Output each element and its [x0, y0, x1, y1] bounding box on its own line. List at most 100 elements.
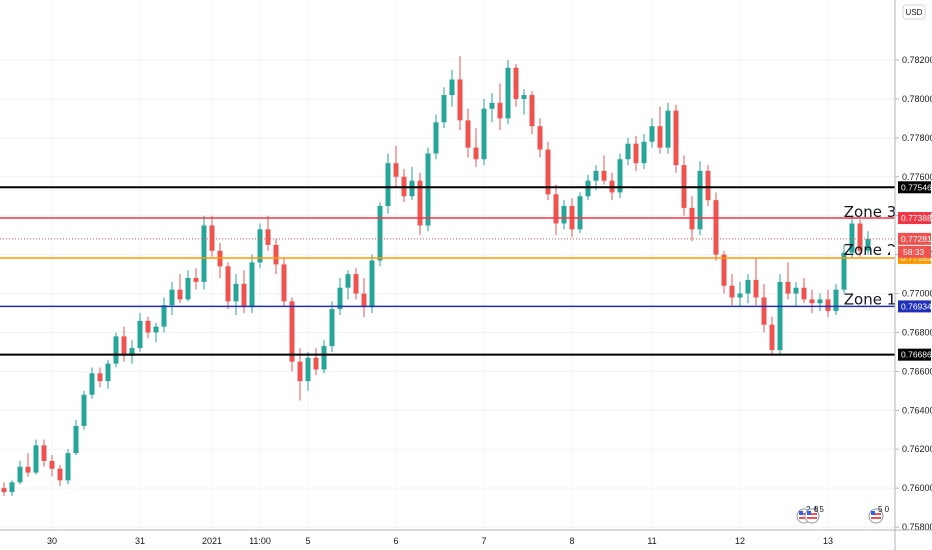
currency-label: USD	[906, 8, 923, 17]
candle-body	[73, 425, 79, 454]
y-tick-label: 0.76800	[902, 327, 932, 337]
candle	[817, 293, 823, 312]
horizontal-levels[interactable]	[0, 186, 895, 356]
candle	[321, 340, 327, 374]
candle-body	[185, 277, 191, 300]
candle-body	[841, 252, 847, 290]
candle-body	[721, 254, 727, 286]
level-price-tag-text: 0.77388	[901, 213, 932, 223]
candle-body	[153, 326, 159, 333]
candle	[105, 359, 111, 389]
candle-body	[41, 445, 47, 461]
candle-body	[161, 305, 167, 327]
candle	[521, 89, 527, 115]
price-axis[interactable]: 0.782000.780000.778000.776000.774000.772…	[894, 0, 932, 550]
candle-body	[193, 277, 199, 282]
x-tick-label: 7	[481, 536, 486, 546]
candle-body	[601, 170, 607, 181]
candle	[825, 289, 831, 317]
economic-event-markers[interactable]: 2 4 585 0	[796, 505, 890, 524]
candle	[169, 281, 175, 315]
candle	[737, 281, 743, 308]
flag-stripe	[871, 517, 881, 519]
level-price-tag: 0.77388	[898, 212, 932, 225]
zone-label: Zone 1	[844, 290, 897, 308]
candle-body	[833, 289, 839, 312]
x-tick-label: 30	[47, 536, 57, 546]
candle-body	[33, 445, 39, 473]
candle	[633, 135, 639, 171]
candle-body	[89, 373, 95, 395]
candle-body	[313, 357, 319, 370]
candle-body	[577, 196, 583, 230]
candle-body	[729, 285, 735, 298]
candle	[785, 262, 791, 300]
level-price-tag-bg	[898, 181, 931, 194]
candle	[833, 283, 839, 315]
candle-body	[657, 126, 663, 148]
candle	[753, 258, 759, 306]
candle-body	[849, 223, 855, 253]
grid	[0, 0, 895, 530]
event-marker[interactable]: 5 0	[868, 505, 890, 524]
currency-button[interactable]	[902, 4, 926, 20]
candle	[385, 153, 391, 214]
candle-body	[249, 262, 255, 308]
candle	[377, 202, 383, 267]
candle	[409, 167, 415, 201]
candle-body	[529, 95, 535, 127]
candle-body	[129, 348, 135, 356]
y-tick-label: 0.77600	[902, 172, 932, 182]
candle	[97, 367, 103, 387]
candle	[57, 464, 63, 487]
candle-body	[97, 373, 103, 382]
candle-body	[137, 320, 143, 349]
event-marker[interactable]: 8	[804, 505, 820, 524]
candle-body	[241, 283, 247, 308]
candle-body	[433, 122, 439, 154]
candle-body	[545, 149, 551, 195]
candle-body	[641, 141, 647, 164]
candle-body	[745, 279, 751, 294]
candle-body	[561, 205, 567, 224]
zone-labels: Zone 3 Zone 2 Zone 1	[844, 203, 897, 309]
level-price-tag-text: 0.76686	[901, 350, 932, 360]
flag-stripe	[799, 517, 809, 519]
candle	[433, 114, 439, 160]
candle	[481, 98, 487, 166]
candle-body	[121, 336, 127, 356]
flag-canton	[799, 511, 803, 515]
candle	[25, 453, 31, 477]
candle-body	[377, 205, 383, 261]
flag-canton	[871, 511, 875, 515]
candle	[289, 297, 295, 372]
level-price-tag-bg	[898, 212, 931, 225]
candle-body	[257, 229, 263, 263]
candle	[449, 69, 455, 107]
candle	[393, 145, 399, 187]
candle-body	[225, 266, 231, 302]
level-price-tag-text: 0.76934	[901, 301, 932, 311]
candle	[601, 155, 607, 185]
candle-body	[489, 102, 495, 109]
candle-body	[465, 120, 471, 148]
candle-body	[473, 147, 479, 160]
candle	[745, 274, 751, 304]
time-axis[interactable]: 30 31 2021 11:00 5 6 7 8 11 12 13	[0, 529, 932, 546]
candle-body	[81, 394, 87, 426]
y-tick-label: 0.78200	[902, 55, 932, 65]
candle	[17, 460, 23, 485]
flag-stripe	[871, 513, 881, 515]
candle-body	[753, 279, 759, 298]
candle	[89, 367, 95, 399]
candle-body	[817, 299, 823, 304]
candle	[577, 192, 583, 234]
candle	[593, 165, 599, 191]
candle	[345, 270, 351, 300]
candle-body	[57, 468, 63, 481]
candle-body	[385, 163, 391, 206]
candle	[201, 215, 207, 290]
candle	[793, 281, 799, 308]
candle	[865, 231, 871, 255]
